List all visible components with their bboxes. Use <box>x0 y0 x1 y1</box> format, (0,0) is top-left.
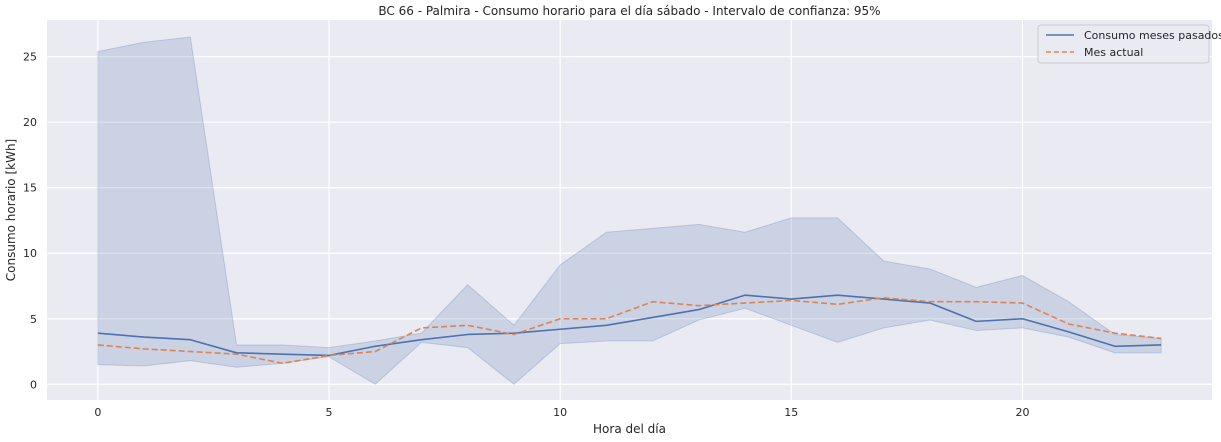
plot-background <box>47 20 1212 400</box>
legend-box <box>1037 24 1210 64</box>
y-tick-label: 5 <box>30 313 37 326</box>
x-tick-label: 10 <box>553 406 567 419</box>
x-tick-label: 15 <box>784 406 798 419</box>
legend-label-mes-actual: Mes actual <box>1084 46 1143 59</box>
y-axis-label: Consumo horario [kWh] <box>4 139 18 281</box>
y-tick-label: 0 <box>30 378 37 391</box>
chart-title: BC 66 - Palmira - Consumo horario para e… <box>378 4 880 18</box>
series-layer <box>97 294 1162 365</box>
x-tick-label: 20 <box>1015 406 1029 419</box>
y-tick-label: 10 <box>23 247 37 260</box>
x-tick-label: 0 <box>94 406 101 419</box>
legend: Consumo meses pasados Mes actual <box>1037 24 1221 64</box>
y-tick-label: 25 <box>23 51 37 64</box>
x-tick-label: 5 <box>326 406 333 419</box>
y-tick-label: 20 <box>23 116 37 129</box>
tick-labels: 0 5 10 15 20 0 5 10 15 20 25 <box>23 51 1029 419</box>
legend-label-consumo-meses-pasados: Consumo meses pasados <box>1084 29 1221 42</box>
series-line-consumo-meses-pasados <box>97 294 1162 357</box>
y-tick-label: 15 <box>23 182 37 195</box>
series-line-mes-actual <box>97 296 1162 365</box>
confidence-band-layer <box>97 36 1162 385</box>
x-axis-label: Hora del día <box>593 422 666 436</box>
confidence-band <box>97 36 1162 385</box>
